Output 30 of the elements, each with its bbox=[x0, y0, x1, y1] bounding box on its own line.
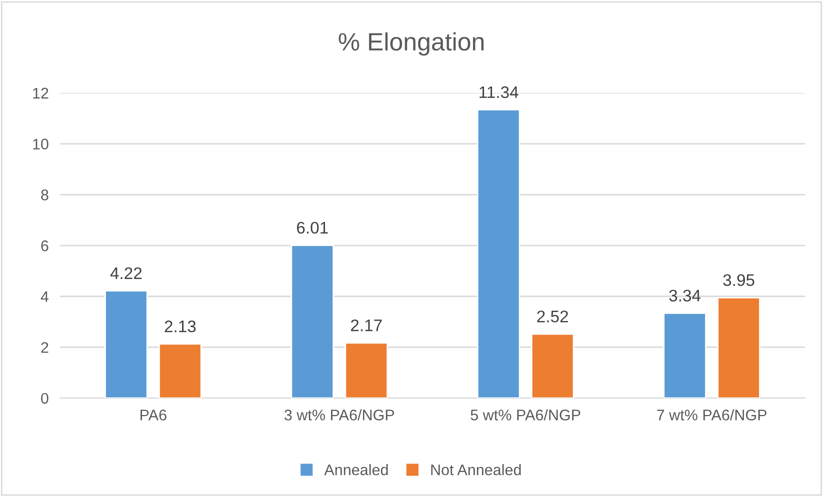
bar bbox=[104, 290, 148, 398]
bar bbox=[344, 342, 388, 398]
bar bbox=[530, 333, 574, 398]
x-tick-label: PA6 bbox=[140, 410, 166, 420]
y-tick-label: 10 bbox=[33, 138, 48, 150]
x-tick-label: 3 wt% PA6/NGP bbox=[284, 409, 394, 420]
data-label: 11.34 bbox=[480, 86, 518, 98]
y-tick-label: 6 bbox=[41, 240, 48, 252]
legend-label: Not Annealed bbox=[431, 464, 521, 476]
data-label: 3.34 bbox=[669, 290, 701, 302]
y-tick-label: 12 bbox=[33, 88, 48, 98]
bar bbox=[663, 312, 706, 398]
y-tick-label: 4 bbox=[40, 291, 49, 302]
y-tick-label: 8 bbox=[41, 190, 48, 200]
bar bbox=[476, 109, 520, 398]
data-label: 6.01 bbox=[297, 222, 328, 234]
bar bbox=[158, 343, 202, 398]
x-tick-label: 7 wt% PA6/NGP bbox=[657, 409, 766, 420]
bar bbox=[290, 244, 334, 398]
y-tick-label: 2 bbox=[41, 342, 48, 353]
legend-label: Annealed bbox=[324, 464, 388, 476]
bar bbox=[717, 296, 760, 398]
data-label: 2.52 bbox=[537, 310, 568, 322]
data-label: 2.17 bbox=[351, 319, 382, 332]
data-label: 2.13 bbox=[164, 320, 196, 332]
data-label: 4.22 bbox=[110, 267, 142, 279]
y-tick-label: 0 bbox=[41, 392, 48, 404]
data-label: 3.95 bbox=[723, 274, 754, 286]
chart-title: % Elongation bbox=[338, 32, 484, 56]
x-tick-label: 5 wt% PA6/NGP bbox=[470, 409, 580, 420]
